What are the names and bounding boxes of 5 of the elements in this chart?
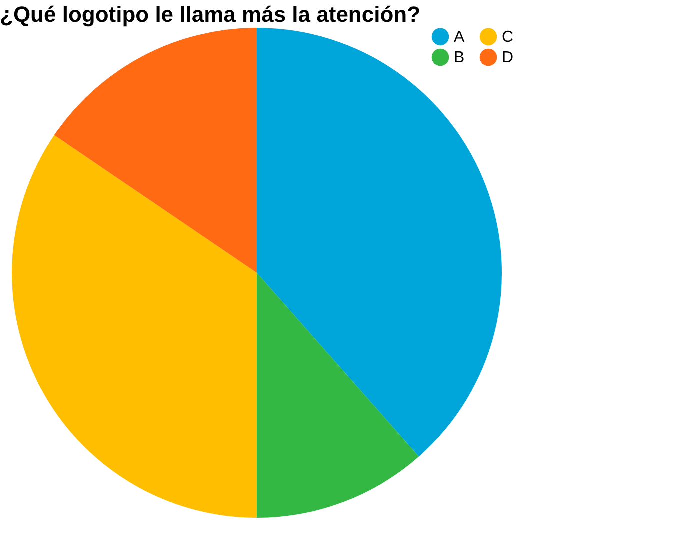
legend-label: B xyxy=(454,50,465,66)
chart-title: ¿Qué logotipo le llama más la atención? xyxy=(0,2,421,27)
legend-label: A xyxy=(454,28,465,46)
legend-label: C xyxy=(502,28,514,46)
legend-label: D xyxy=(502,50,514,66)
